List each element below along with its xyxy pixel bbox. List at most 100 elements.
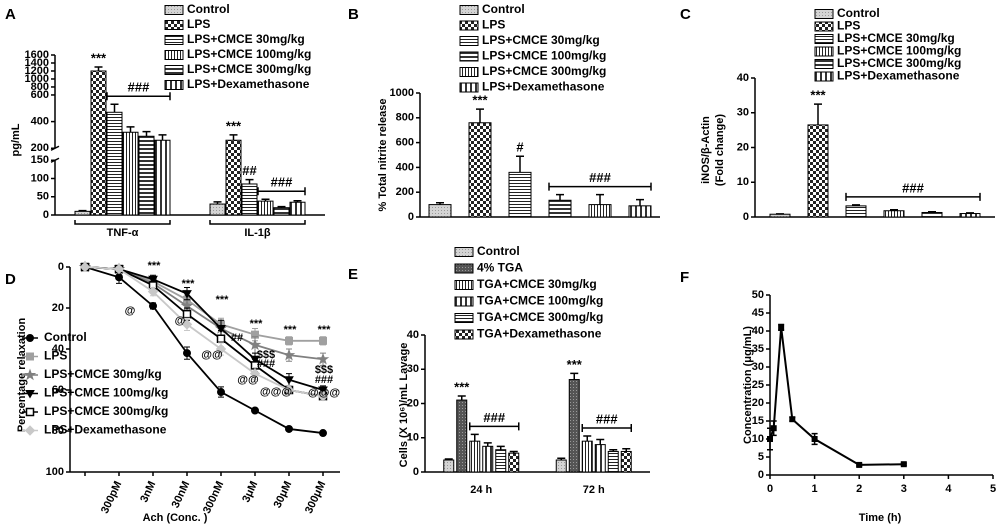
annotation: *** xyxy=(567,357,583,372)
legend-swatch xyxy=(164,50,184,60)
legend-label: LPS+CMCE 30mg/kg xyxy=(837,31,955,45)
error-bar xyxy=(436,201,444,205)
legend-label: LPS+CMCE 100mg/kg xyxy=(482,49,606,63)
x-tick-label: 300μM xyxy=(303,479,328,515)
marker xyxy=(26,334,34,342)
x-tick-label: 4 xyxy=(945,483,952,495)
legend-label: Control xyxy=(837,6,880,20)
y-tick-label: 30 xyxy=(737,107,749,119)
marker xyxy=(149,301,157,310)
x-tick-label: 300nM xyxy=(201,479,226,515)
error-bar xyxy=(636,198,644,206)
bar xyxy=(289,201,306,216)
bar xyxy=(548,199,572,218)
bar xyxy=(241,183,258,216)
y-tick-label: 10 xyxy=(407,432,419,444)
bar xyxy=(921,211,943,218)
legend-label: 4% TGA xyxy=(477,261,523,275)
y-tick-label: 100 xyxy=(31,172,49,184)
y-tick-label: 20 xyxy=(737,141,749,153)
x-tick-label: 30nM xyxy=(170,479,193,510)
marker xyxy=(856,461,863,468)
marker xyxy=(317,390,329,402)
y-tick-label: 60 xyxy=(52,384,64,396)
x-tick-label: 3 xyxy=(901,483,907,495)
bar xyxy=(74,210,91,216)
annotation: @@ xyxy=(237,374,259,386)
y-axis-label: Cells (X 10⁶)/mL Lavage xyxy=(398,343,410,468)
significance-bracket xyxy=(106,92,171,101)
legend-swatch xyxy=(454,247,474,257)
annotation: $$$ xyxy=(315,364,333,376)
legend-swatch xyxy=(164,65,184,75)
legend-label: LPS xyxy=(44,349,67,363)
marker xyxy=(318,386,328,396)
significance-bracket xyxy=(469,422,520,431)
marker xyxy=(249,368,261,379)
legend-label: TGA+CMCE 100mg/kg xyxy=(477,294,603,308)
y-tick-label: 600 xyxy=(396,137,414,149)
legend-label: LPS+CMCE 30mg/kg xyxy=(187,32,305,46)
bar xyxy=(257,200,274,216)
annotation: ## xyxy=(231,332,243,344)
legend-swatch xyxy=(454,280,474,290)
x-tick-label: 3μM xyxy=(240,479,260,504)
marker xyxy=(811,436,818,442)
y-tick-label: 35 xyxy=(752,343,764,355)
error-bar xyxy=(596,193,604,205)
legend-label: LPS+CMCE 100mg/kg xyxy=(187,47,311,61)
error-bar xyxy=(596,438,605,445)
bar xyxy=(225,139,242,216)
bar xyxy=(807,124,829,218)
marker xyxy=(24,425,36,436)
bar xyxy=(508,171,532,218)
y-tick-label: 40 xyxy=(52,343,64,355)
annotation: *** xyxy=(226,118,242,133)
bar xyxy=(508,452,520,473)
legend-swatch xyxy=(164,5,184,15)
group-bracket xyxy=(209,220,306,225)
x-axis-label: Ach (Conc. ) xyxy=(143,512,208,524)
bar xyxy=(495,449,507,473)
error-bar xyxy=(94,66,103,71)
y-tick-label: 1200 xyxy=(25,65,49,77)
x-tick-label: 1 xyxy=(812,483,818,495)
x-tick-label: 0 xyxy=(767,483,773,495)
x-tick-label: TNF-α xyxy=(107,227,139,239)
legend-label: LPS+CMCE 100mg/kg xyxy=(44,386,168,400)
marker xyxy=(216,334,226,343)
error-bar xyxy=(814,103,822,125)
y-tick-label: 800 xyxy=(31,81,49,93)
error-bar xyxy=(126,126,135,133)
y-tick-label: 0 xyxy=(408,211,414,223)
significance-bracket xyxy=(581,424,632,433)
error-bar xyxy=(852,204,860,206)
marker xyxy=(148,275,158,285)
error-bar xyxy=(483,442,492,447)
x-tick-label: 30μM xyxy=(272,479,295,510)
y-tick-label: 20 xyxy=(752,397,764,409)
y-tick-label: 30 xyxy=(752,361,764,373)
legend-swatch xyxy=(459,36,479,46)
y-tick-label: 15 xyxy=(752,415,764,427)
y-axis-label: (Fold change) xyxy=(714,114,726,186)
y-axis-label: pg/mL xyxy=(10,123,22,156)
bar xyxy=(588,204,612,218)
annotation: ### xyxy=(257,358,275,370)
bar xyxy=(482,445,494,473)
y-tick-label: 1000 xyxy=(390,87,414,99)
legend-swatch xyxy=(164,20,184,30)
annotation: @@@ xyxy=(260,386,292,398)
error-bar xyxy=(928,211,936,213)
legend-swatch xyxy=(459,20,479,31)
marker xyxy=(283,384,295,396)
series-line xyxy=(769,327,904,466)
marker xyxy=(113,263,125,275)
legend-label: LPS+CMCE 300mg/kg xyxy=(187,62,311,76)
marker xyxy=(23,368,37,381)
bar xyxy=(607,450,619,473)
error-bar xyxy=(277,205,286,208)
x-tick-label: 3nM xyxy=(138,479,158,504)
marker xyxy=(284,376,294,385)
